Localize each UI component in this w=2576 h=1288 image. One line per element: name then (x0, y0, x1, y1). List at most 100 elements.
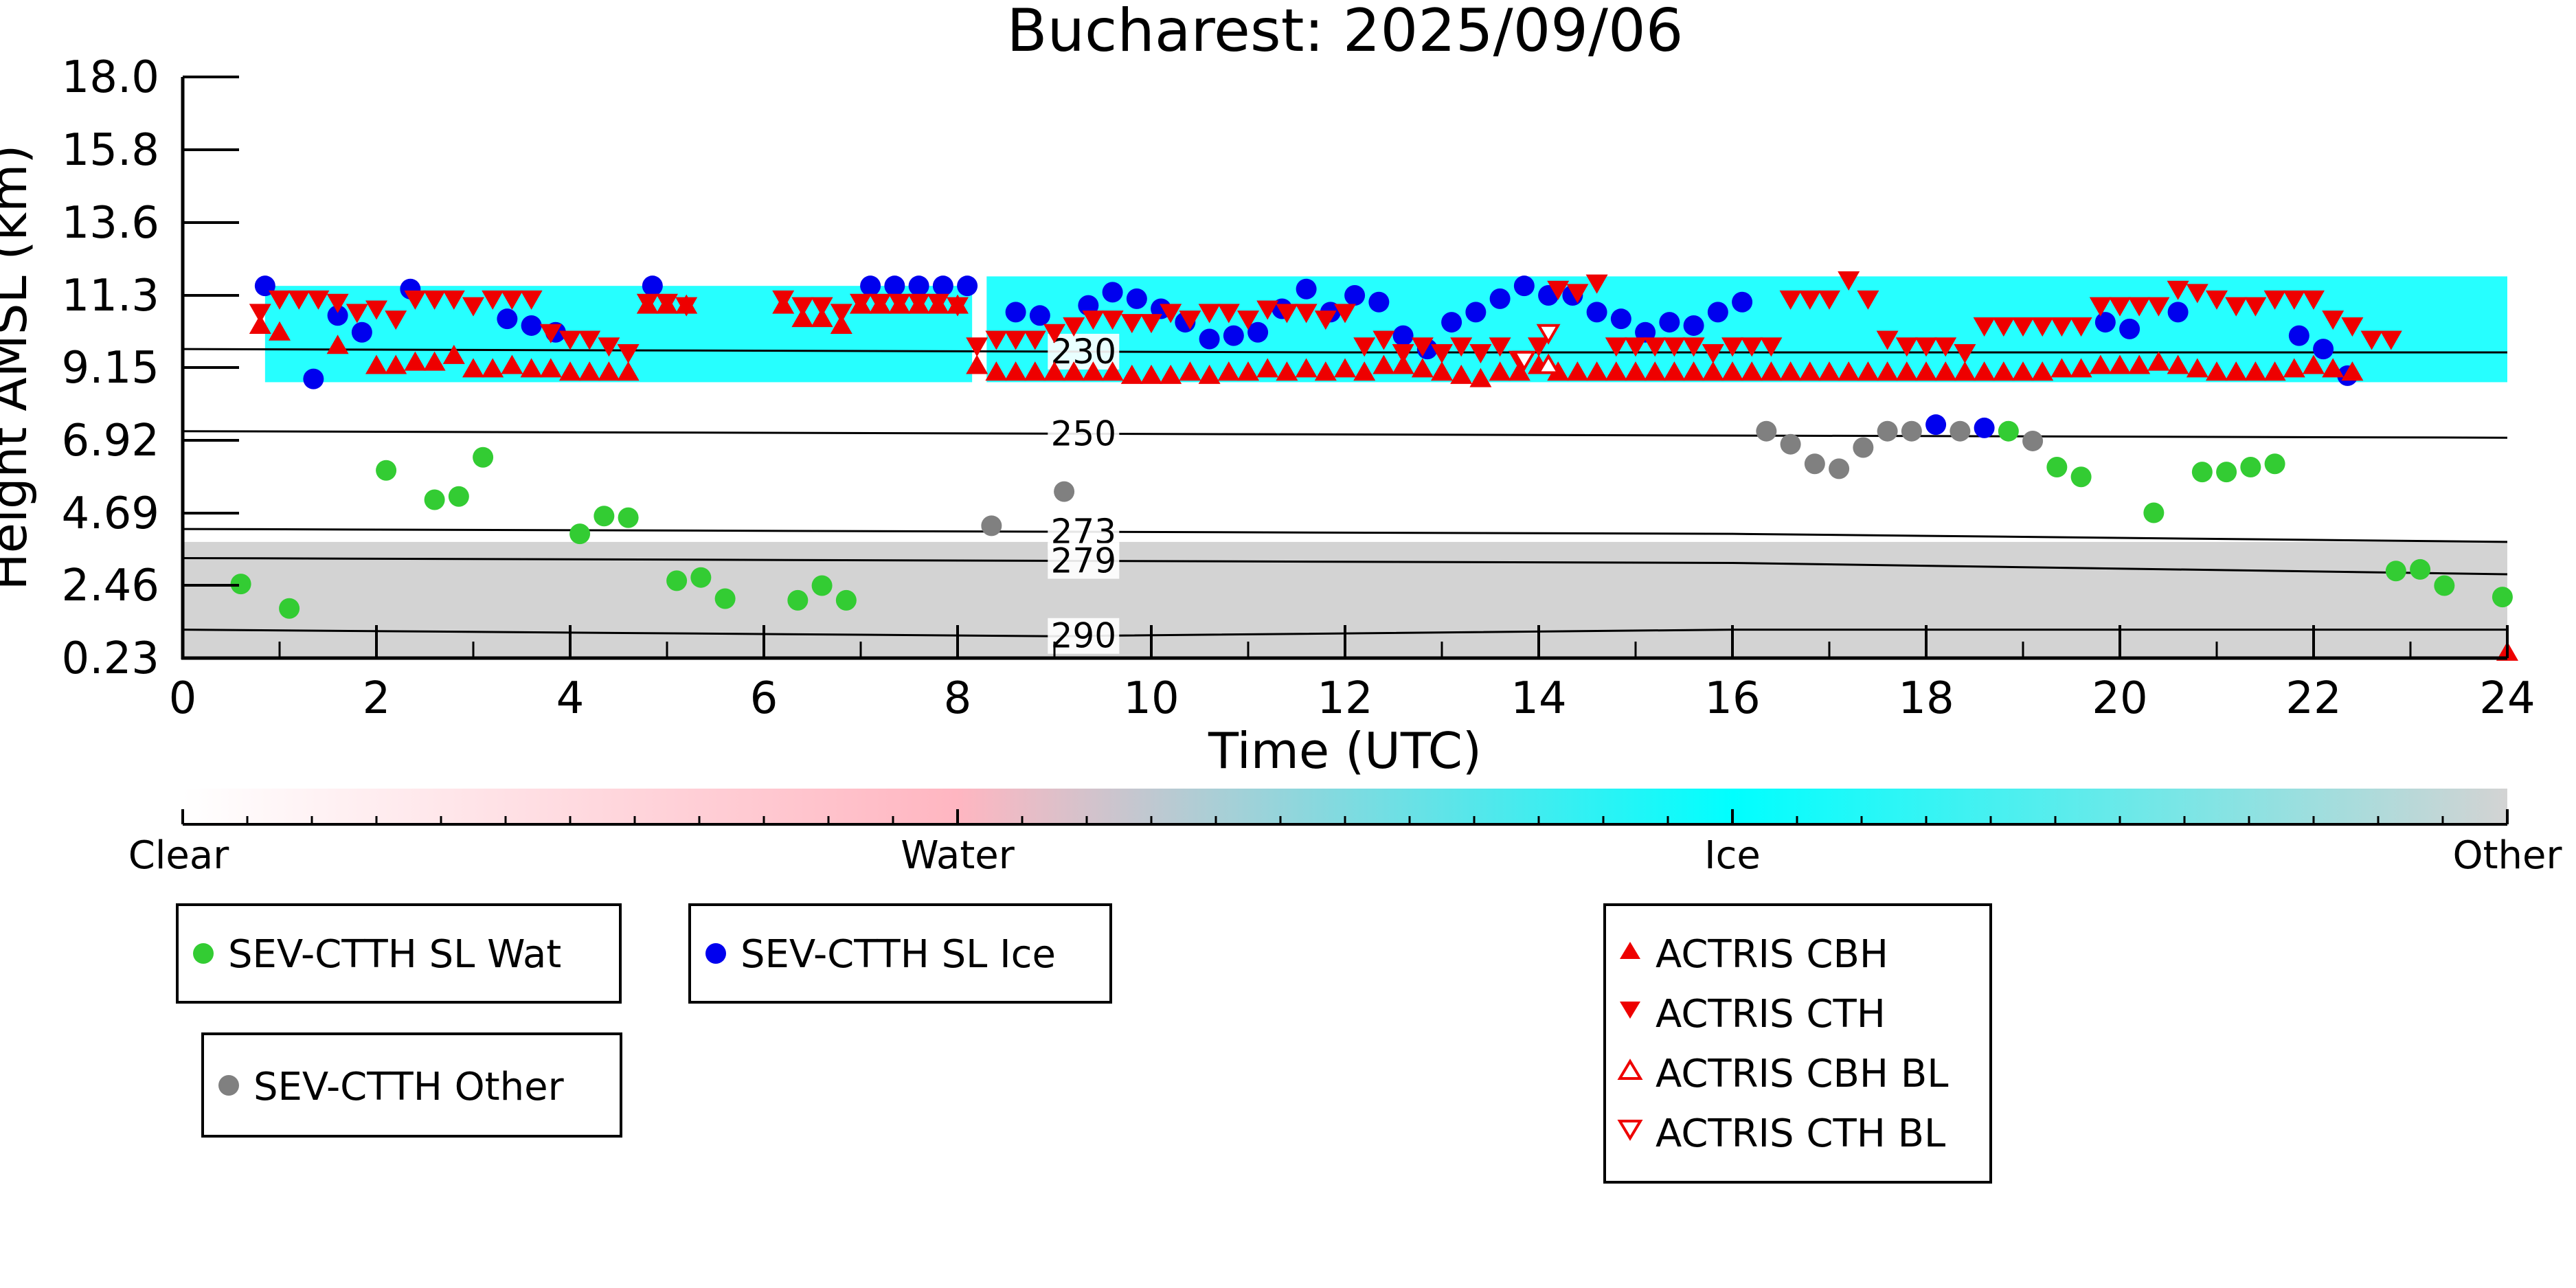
sev-ctth-sl-ice-point (2313, 339, 2334, 360)
actris-cbh-point (830, 314, 852, 334)
actris-cth-point (1992, 317, 2015, 337)
colorbar-label-water: Water (901, 833, 1015, 878)
actris-cbh-point (1276, 361, 1298, 381)
actris-cbh-point (2109, 354, 2131, 374)
actris-cth-point (442, 290, 465, 310)
actris-cth-point (1237, 310, 1259, 330)
actris-cth-point (1160, 304, 1182, 324)
legend-marker-cth-bl (1617, 1120, 1643, 1141)
actris-cth-point (927, 293, 949, 313)
sev-ctth-sl-ice-point (1683, 315, 1704, 336)
actris-cbh-point (539, 358, 562, 378)
actris-cth-point (288, 290, 310, 310)
sev-ctth-sl-wat-point (424, 489, 445, 510)
actris-cth-point (1973, 317, 1996, 337)
actris-cbh-point (1237, 361, 1259, 381)
colorbar-label-ice: Ice (1704, 833, 1761, 878)
actris-cth-point (1372, 330, 1395, 350)
actris-cbh-point (1566, 361, 1589, 381)
contour-label-250: 250 (1051, 414, 1116, 453)
actris-cth-point (869, 293, 892, 313)
sev-ctth-sl-ice-point (1586, 302, 1607, 323)
contour-273 (183, 528, 2507, 543)
sev-ctth-sl-ice-point (957, 275, 978, 297)
actris-cbh-point (1004, 361, 1027, 381)
actris-cth-point (2167, 280, 2189, 300)
actris-cth-point (1547, 280, 1570, 300)
actris-cth-point (1741, 337, 1763, 357)
actris-cth-point (1566, 284, 1589, 304)
actris-cth-point (2360, 330, 2383, 350)
actris-cbh-point (1217, 361, 1240, 381)
actris-cth-point (2206, 290, 2228, 310)
chart-title: Bucharest: 2025/09/06 (1007, 0, 1684, 65)
actris-cth-point (1876, 330, 1899, 350)
actris-cbh-point (1043, 361, 1065, 381)
sev-ctth-other-point (1877, 420, 1898, 442)
sev-ctth-sl-wat-point (1998, 420, 2019, 442)
actris-cth-point (830, 304, 852, 324)
actris-cth-point (2089, 297, 2112, 317)
sev-ctth-sl-ice-point (1732, 291, 1753, 313)
actris-cth-point (2031, 317, 2054, 337)
actris-cbh-point (791, 308, 814, 328)
actris-cbh-point (559, 361, 581, 381)
actris-cth-point (1895, 337, 1918, 357)
actris-cbh-point (2283, 358, 2305, 378)
actris-cbh-point (1644, 361, 1667, 381)
actris-cbh-point (482, 358, 504, 378)
sev-ctth-sl-wat-point (811, 575, 833, 596)
actris-cth-point (1625, 337, 1647, 357)
actris-cbh-point (2128, 354, 2151, 374)
actris-cth-point (1798, 290, 1821, 310)
actris-cth-point (1276, 304, 1298, 324)
sev-ctth-sl-wat-point (2264, 453, 2285, 475)
sev-ctth-other-point (1853, 437, 1874, 458)
actris-cbh-point (462, 358, 484, 378)
actris-cbh-point (385, 354, 407, 374)
sev-ctth-sl-ice-point (1659, 312, 1680, 333)
actris-cbh-point (1198, 364, 1221, 384)
actris-cbh-point (1934, 361, 1957, 381)
actris-cbh-point (2050, 358, 2073, 378)
sev-ctth-sl-wat-point (2434, 575, 2455, 596)
actris-cth-point (617, 344, 640, 364)
actris-cth-point (501, 290, 523, 310)
actris-cth-point (1082, 310, 1105, 330)
sev-ctth-sl-wat-point (279, 598, 300, 619)
actris-cbh-point (1973, 361, 1996, 381)
actris-cth-point (269, 290, 291, 310)
sev-ctth-sl-wat-point (714, 588, 736, 609)
x-tick-label: 14 (1511, 673, 1566, 724)
actris-cbh-point (1140, 364, 1162, 384)
actris-cbh-point (1179, 361, 1201, 381)
sev-ctth-sl-ice-point (327, 305, 348, 326)
y-axis-label: Height AMSL (km) (0, 145, 38, 591)
actris-cbh-point (1411, 358, 1434, 378)
actris-cbh-point (1857, 361, 1879, 381)
x-tick-label: 0 (169, 673, 197, 724)
actris-cbh-point (1721, 361, 1743, 381)
actris-cth-point (1353, 337, 1376, 357)
actris-cth-point (966, 337, 988, 357)
actris-cbh-point (1256, 358, 1279, 378)
actris-cth-point (520, 290, 543, 310)
sev-ctth-sl-wat-point (2410, 558, 2431, 580)
x-tick-label: 4 (556, 673, 585, 724)
legend-box (201, 1032, 622, 1138)
legend-label-cbh: ACTRIS CBH (1656, 932, 1888, 977)
actris-cth-point (2341, 317, 2364, 337)
actris-cbh-point (1469, 368, 1492, 387)
y-tick-label: 6.92 (62, 416, 160, 466)
actris-cbh-point (2167, 354, 2189, 374)
actris-cbh-point (442, 344, 465, 364)
sev-ctth-sl-ice-point (884, 275, 905, 297)
sev-ctth-sl-ice-point (1465, 302, 1487, 323)
actris-cth-point (1585, 274, 1608, 294)
actris-cth-point (2109, 297, 2131, 317)
actris-cth-point (1818, 290, 1840, 310)
x-tick-label: 16 (1704, 673, 1760, 724)
actris-cbh-point (2341, 361, 2364, 381)
actris-cth-point (1644, 337, 1667, 357)
actris-cth-point (1450, 337, 1473, 357)
